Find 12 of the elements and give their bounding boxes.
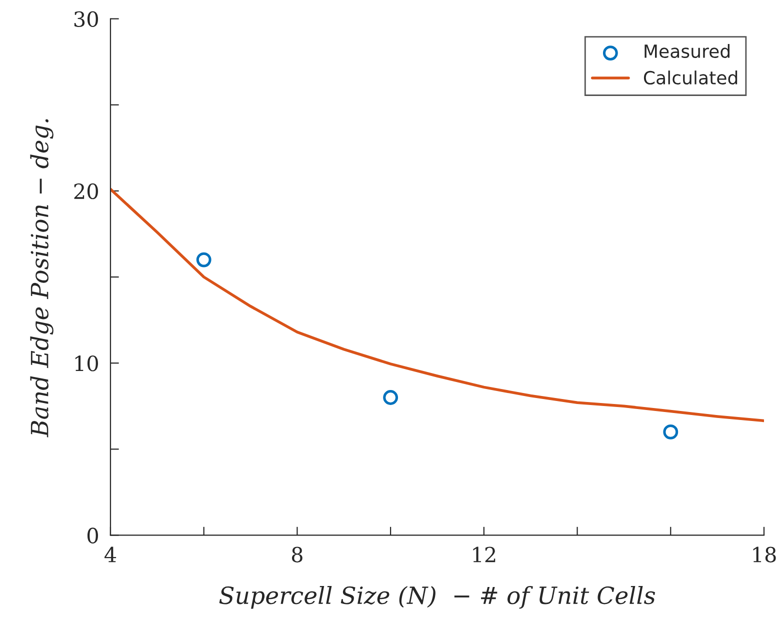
- y-tick-label: 20: [74, 183, 98, 200]
- y-tick-label: 10: [75, 356, 98, 372]
- x-axis-title: Supercell Size (N) − # of Unit Cells: [219, 586, 656, 609]
- legend-label: Calculated: [644, 70, 738, 85]
- x-tick-label: 18: [753, 546, 776, 562]
- x-tick-label: 12: [473, 546, 496, 562]
- y-tick-label: 30: [74, 11, 98, 27]
- y-axis-title: Band Edge Position − deg.: [30, 119, 54, 438]
- x-tick-label: 8: [292, 546, 302, 562]
- x-tick-label: 4: [104, 546, 116, 562]
- legend-label: Measured: [644, 44, 730, 58]
- y-tick-label: 0: [87, 528, 98, 544]
